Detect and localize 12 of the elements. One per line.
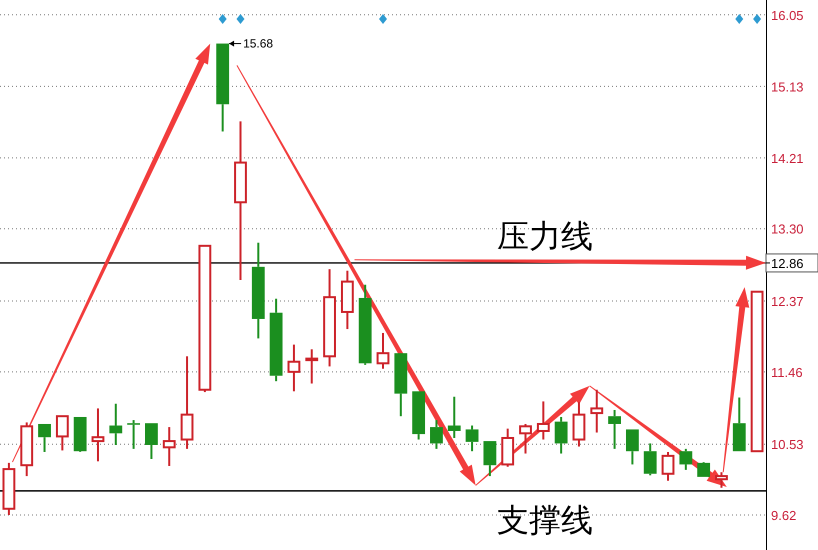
y-tick-label: 9.62	[771, 508, 796, 523]
y-tick-label: 15.13	[771, 79, 804, 94]
y-tick-label: 12.37	[771, 294, 804, 310]
y-tick-label: 13.30	[771, 222, 804, 237]
y-tick-label: 14.21	[771, 150, 804, 166]
y-tick-label: 12.86	[771, 256, 804, 271]
annotation: 压力线	[497, 218, 594, 254]
y-tick-label: 11.46	[771, 364, 803, 380]
y-tick-label: 10.53	[771, 437, 804, 452]
annotation: 支撑线	[497, 502, 594, 538]
y-tick-label: 16.05	[771, 8, 804, 23]
annotation: 15.68	[243, 36, 274, 51]
